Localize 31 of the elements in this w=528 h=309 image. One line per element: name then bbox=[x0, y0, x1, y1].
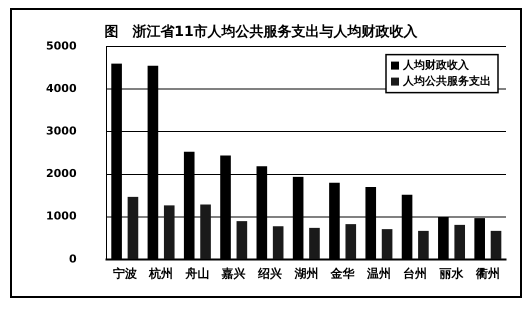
x-tick-label: 宁波 bbox=[112, 266, 138, 281]
y-tick-label: 3000 bbox=[46, 124, 77, 138]
legend-label: 人均财政收入 bbox=[402, 58, 470, 72]
x-tick-label: 衢州 bbox=[474, 266, 500, 281]
y-tick-label: 4000 bbox=[46, 82, 77, 96]
x-tick-label: 金华 bbox=[330, 266, 356, 281]
x-tick-label: 嘉兴 bbox=[222, 266, 246, 281]
x-tick-label: 湖州 bbox=[293, 266, 318, 281]
x-tick-label: 舟山 bbox=[184, 266, 210, 281]
bar bbox=[345, 224, 356, 259]
bar bbox=[200, 204, 211, 259]
x-tick-label: 绍兴 bbox=[257, 266, 282, 281]
bar bbox=[272, 226, 284, 259]
x-tick-label: 杭州 bbox=[148, 266, 174, 281]
bar bbox=[490, 230, 502, 259]
bar bbox=[454, 224, 466, 259]
chart-title: 图 浙江省11市人均公共服务支出与人均财政收入 bbox=[104, 22, 419, 40]
bar bbox=[128, 196, 138, 259]
bar bbox=[382, 229, 392, 259]
x-tick-label: 丽水 bbox=[438, 266, 465, 281]
bar bbox=[418, 230, 429, 259]
bar bbox=[309, 228, 320, 259]
x-tick-label: 台州 bbox=[403, 266, 428, 281]
y-tick-label: 5000 bbox=[46, 39, 77, 52]
x-tick-label: 温州 bbox=[366, 266, 391, 281]
y-tick-label: 0 bbox=[68, 252, 77, 266]
y-tick-label: 1000 bbox=[46, 210, 77, 223]
legend-label: 人均公共服务支出 bbox=[402, 74, 491, 88]
y-tick-label: 2000 bbox=[46, 167, 77, 180]
bar bbox=[236, 221, 248, 259]
bar bbox=[164, 205, 175, 259]
